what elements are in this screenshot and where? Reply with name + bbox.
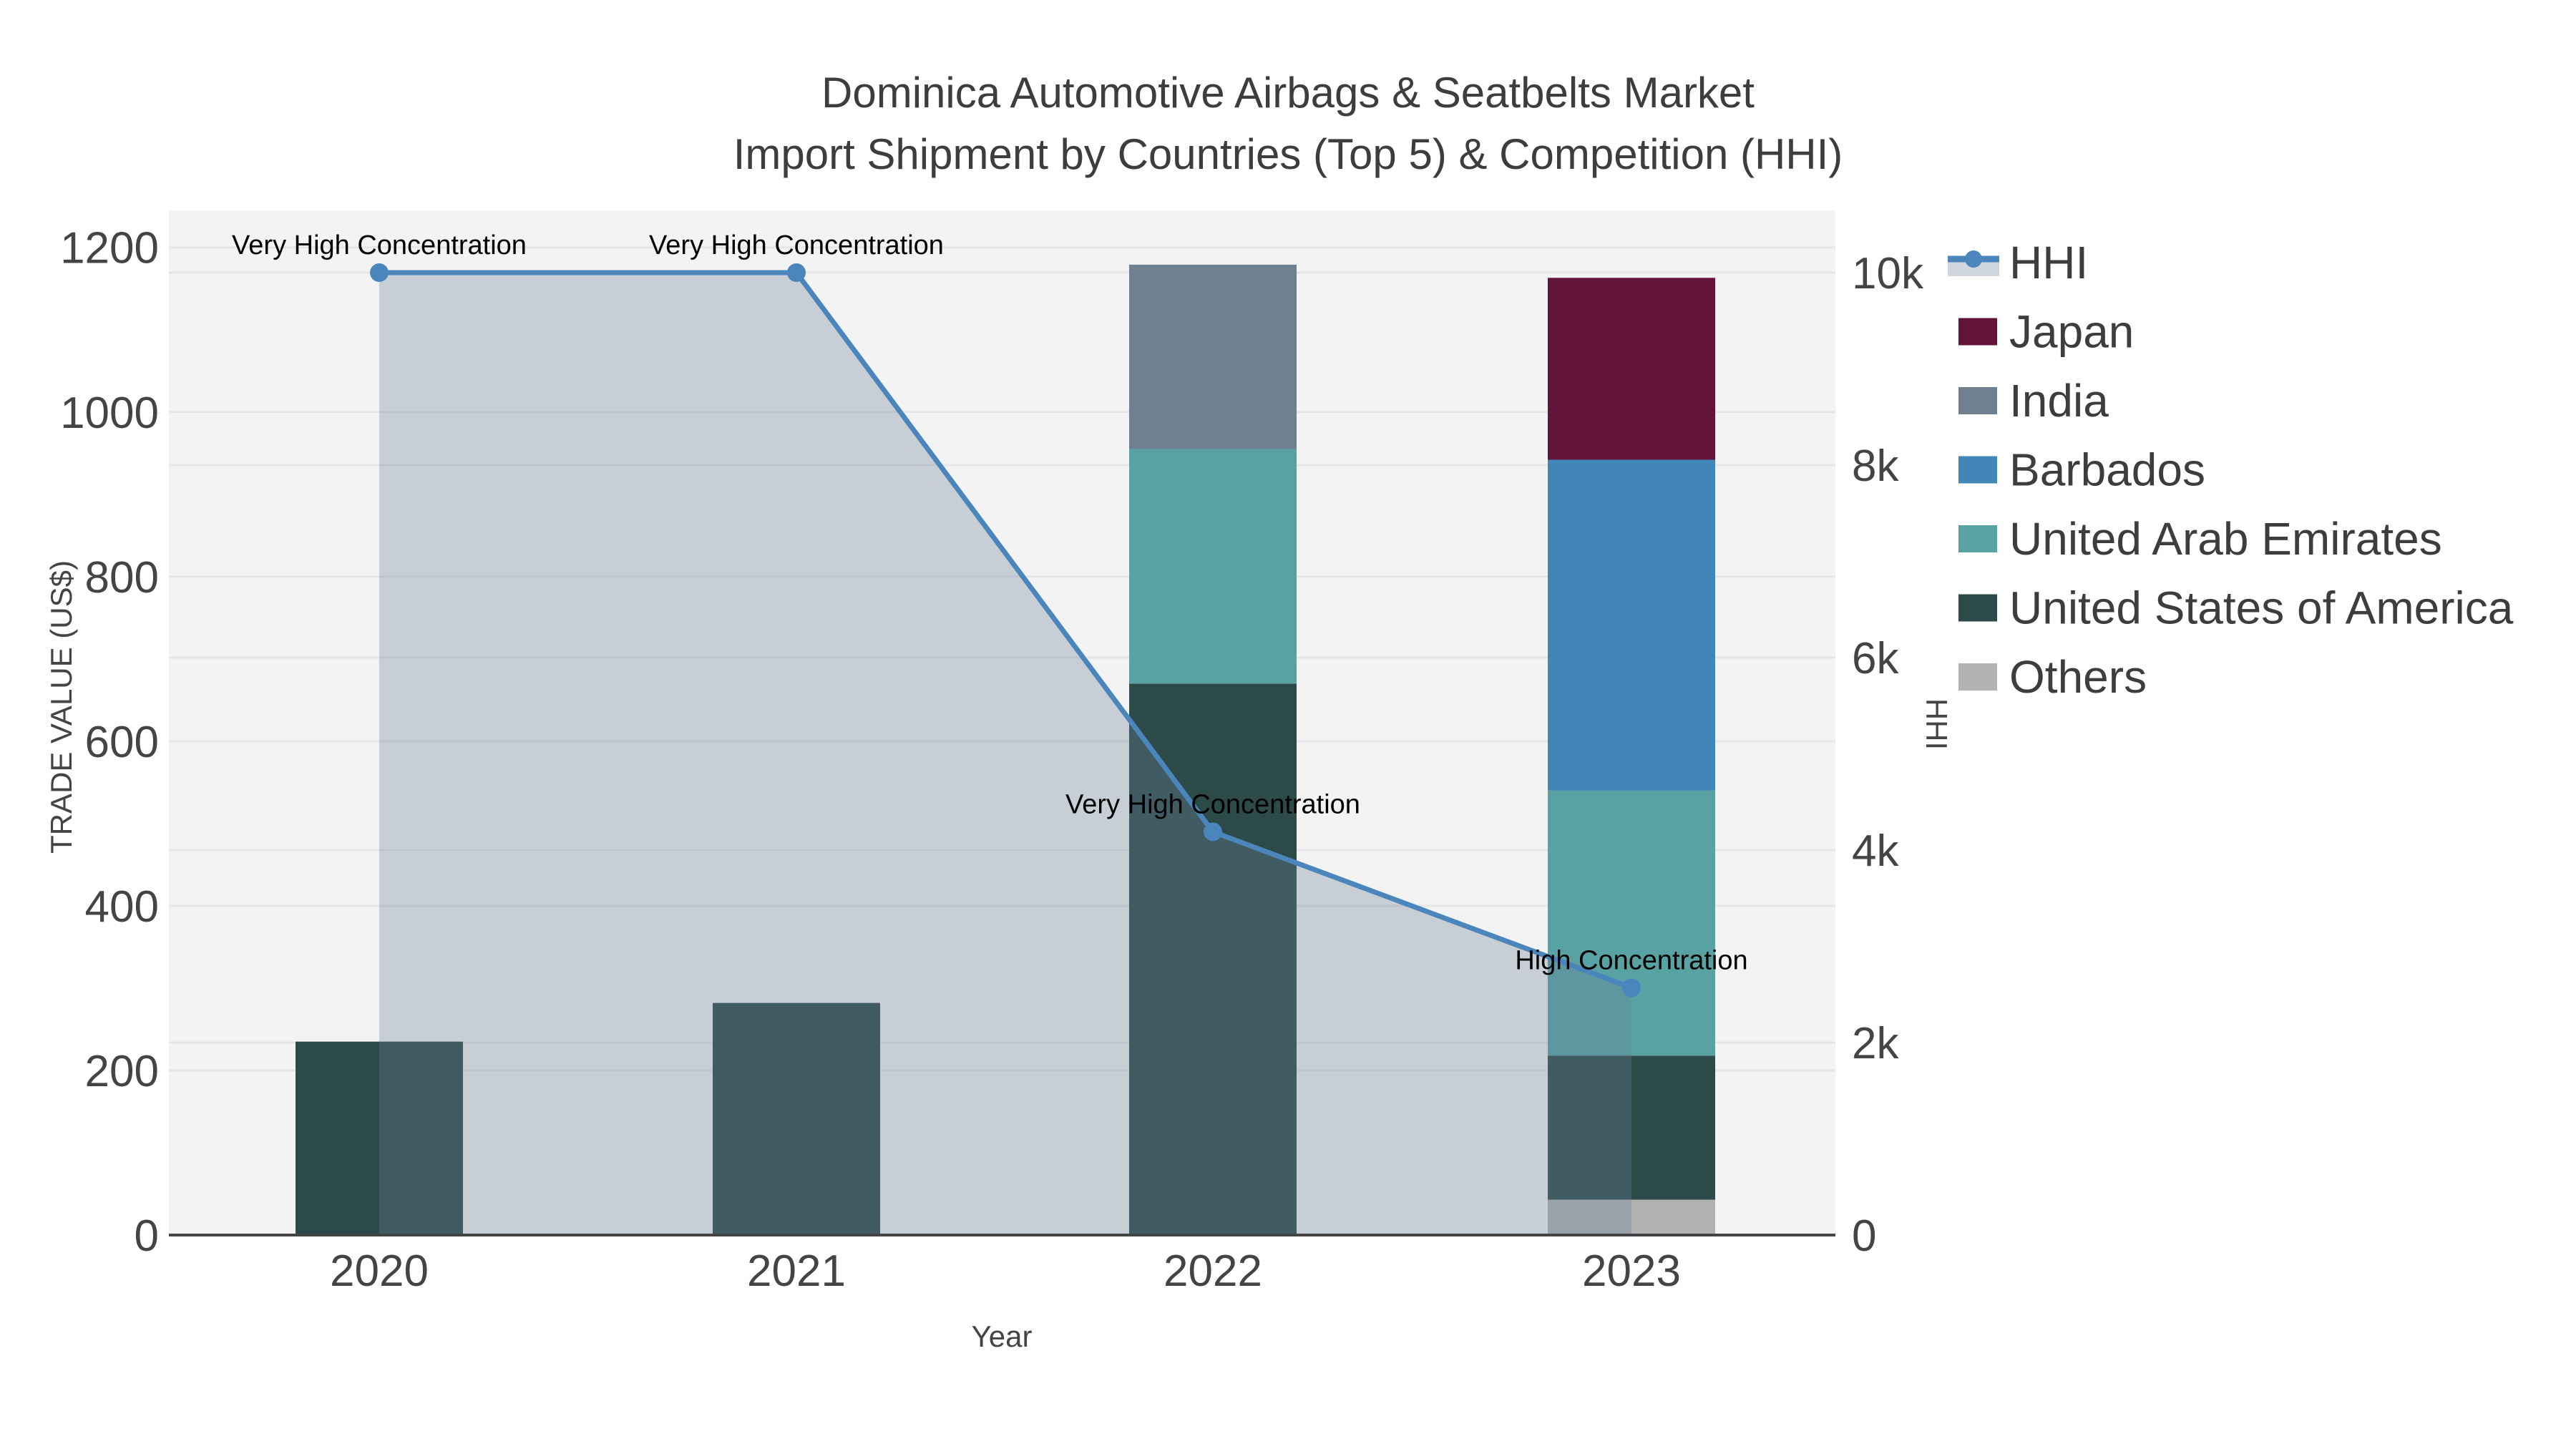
hhi-marker-2021[interactable] [787, 263, 806, 282]
bars-layer [296, 264, 1715, 1235]
left-tick-0: 0 [135, 1211, 159, 1261]
x-tick-2023: 2023 [1582, 1246, 1681, 1296]
hhi-annotation-2022: Very High Concentration [1065, 789, 1360, 819]
hhi-annotation-2021: Very High Concentration [649, 230, 944, 260]
legend-label-others: Others [2009, 651, 2147, 703]
legend-item-hhi[interactable]: HHI [1948, 237, 2088, 288]
legend-hhi-marker-icon [1965, 250, 1982, 268]
legend-swatch-united-states-of-america [1958, 594, 1997, 622]
hhi-marker-2022[interactable] [1204, 822, 1222, 841]
hhi-annotation-2023: High Concentration [1515, 945, 1747, 975]
legend-label-barbados: Barbados [2009, 444, 2205, 496]
right-tick-0: 0 [1852, 1211, 1876, 1261]
left-axis-title: TRADE VALUE (US$) [44, 560, 78, 854]
bar-segment-united-arab-emirates-2022[interactable] [1129, 449, 1297, 684]
legend-swatch-japan [1958, 318, 1997, 346]
legend-item-united-arab-emirates[interactable]: United Arab Emirates [1958, 513, 2442, 565]
right-axis-title: HHI [1920, 698, 1953, 750]
hhi-marker-2020[interactable] [370, 263, 389, 282]
x-axis-title: Year [972, 1319, 1033, 1353]
bar-segment-united-states-of-america-2022[interactable] [1129, 683, 1297, 1235]
left-tick-1200: 1200 [60, 224, 159, 273]
left-tick-400: 400 [85, 882, 159, 932]
chart-title-line-1: Dominica Automotive Airbags & Seatbelts … [821, 69, 1755, 117]
legend-swatch-others [1958, 663, 1997, 691]
chart-title-line-2: Import Shipment by Countries (Top 5) & C… [733, 130, 1843, 178]
legend: HHI Japan India Barbados United Arab Emirate… [1948, 237, 2514, 703]
legend-item-barbados[interactable]: Barbados [1958, 444, 2205, 496]
legend-label-japan: Japan [2009, 306, 2134, 358]
left-tick-200: 200 [85, 1047, 159, 1096]
x-tick-2022: 2022 [1163, 1246, 1262, 1296]
annotation-layer: Very High Concentration Very High Concent… [232, 230, 1748, 975]
bar-segment-united-states-of-america-2021[interactable] [713, 1002, 880, 1235]
legend-swatch-united-arab-emirates [1958, 525, 1997, 552]
hhi-area-layer [379, 273, 1631, 1235]
bar-segment-others-2023[interactable] [1548, 1199, 1715, 1235]
legend-swatch-barbados [1958, 456, 1997, 484]
hhi-line [379, 270, 1633, 990]
legend-swatch-india [1958, 387, 1997, 414]
x-tick-2020: 2020 [330, 1246, 429, 1296]
left-tick-800: 800 [85, 553, 159, 602]
bar-segment-united-states-of-america-2023[interactable] [1548, 1055, 1715, 1200]
bar-segment-united-states-of-america-2020[interactable] [296, 1041, 463, 1235]
legend-item-japan[interactable]: Japan [1958, 306, 2134, 358]
legend-label-united-arab-emirates: United Arab Emirates [2009, 513, 2442, 565]
bar-segment-united-arab-emirates-2023[interactable] [1548, 790, 1715, 1056]
hhi-marker-2023[interactable] [1622, 978, 1641, 997]
legend-item-united-states-of-america[interactable]: United States of America [1958, 582, 2514, 634]
right-tick-10k: 10k [1852, 249, 1924, 298]
bar-segment-barbados-2023[interactable] [1548, 459, 1715, 791]
hhi-area-fill [379, 273, 1631, 1235]
legend-label-india: India [2009, 375, 2109, 426]
bar-segment-india-2022[interactable] [1129, 264, 1297, 449]
hhi-line-layer [370, 263, 1641, 997]
legend-item-others[interactable]: Others [1958, 651, 2147, 703]
x-tick-2021: 2021 [747, 1246, 846, 1296]
left-tick-600: 600 [85, 718, 159, 767]
right-tick-6k: 6k [1852, 634, 1899, 683]
legend-item-india[interactable]: India [1958, 375, 2109, 426]
right-tick-4k: 4k [1852, 826, 1899, 876]
bar-segment-japan-2023[interactable] [1548, 278, 1715, 460]
left-tick-1000: 1000 [60, 389, 159, 438]
right-tick-2k: 2k [1852, 1019, 1899, 1068]
legend-label-hhi: HHI [2009, 237, 2088, 288]
hhi-annotation-2020: Very High Concentration [232, 230, 527, 260]
right-tick-8k: 8k [1852, 441, 1899, 491]
legend-label-united-states-of-america: United States of America [2009, 582, 2514, 634]
tick-label-layer: 0 200 400 600 800 1000 1200 0 2k 4k 6k 8k 10k 2020 202… [60, 224, 1924, 1296]
